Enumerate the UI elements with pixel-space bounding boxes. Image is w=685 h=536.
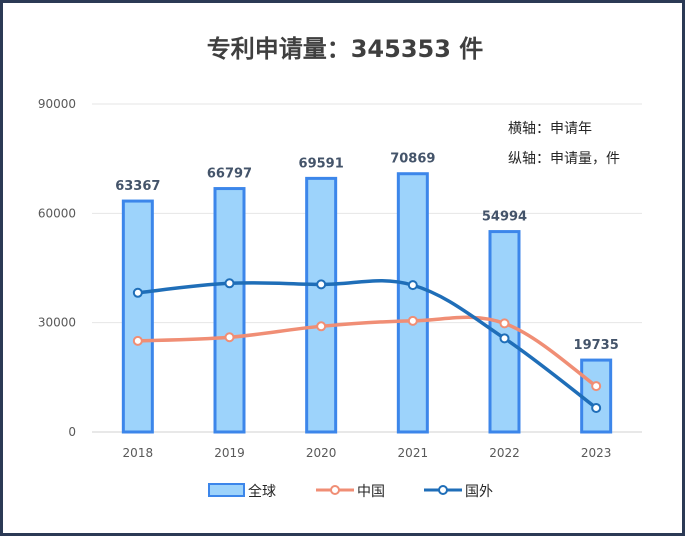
y-tick-label: 90000 <box>38 97 76 111</box>
bar <box>121 199 154 434</box>
foreign-point <box>591 402 602 413</box>
x-tick-label: 2023 <box>581 446 612 460</box>
legend-item-global[interactable]: 全球 <box>208 483 276 500</box>
x-tick-label: 2020 <box>306 446 337 460</box>
bar <box>213 187 246 434</box>
bar-data-label: 19735 <box>574 338 619 353</box>
bar-series-global <box>121 172 613 434</box>
legend: 全球 中国 国外 <box>208 483 493 500</box>
bar-data-labels: 63367 66797 69591 70869 54994 19735 <box>115 152 619 353</box>
foreign-point <box>407 280 418 291</box>
bar-data-label: 66797 <box>207 167 252 182</box>
legend-label-global: 全球 <box>248 483 276 500</box>
chart-title: 专利申请量：345353 件 <box>207 35 484 63</box>
bar-data-label: 69591 <box>299 156 344 171</box>
y-tick-label: 0 <box>68 425 76 439</box>
bar-data-label: 54994 <box>482 210 527 225</box>
legend-label-foreign: 国外 <box>465 484 493 500</box>
legend-bar-swatch <box>208 483 245 497</box>
legend-item-foreign[interactable]: 国外 <box>424 484 493 500</box>
foreign-point <box>499 333 510 344</box>
foreign-point <box>132 287 143 298</box>
bar <box>396 172 429 434</box>
china-point <box>591 381 602 392</box>
x-tick-label: 2021 <box>398 446 429 460</box>
china-point <box>407 315 418 326</box>
foreign-series-line <box>136 279 598 410</box>
x-tick-label: 2018 <box>123 446 154 460</box>
foreign-point <box>224 278 235 289</box>
y-tick-label: 60000 <box>38 206 76 220</box>
bar <box>580 358 613 434</box>
line-series <box>132 278 602 413</box>
y-axis-tick-labels: 0 30000 60000 90000 <box>38 97 76 439</box>
legend-item-china[interactable]: 中国 <box>316 484 385 500</box>
legend-china-marker <box>330 485 340 495</box>
y-tick-label: 30000 <box>38 316 76 330</box>
legend-label-china: 中国 <box>357 484 385 500</box>
x-axis-tick-labels: 2018 2019 2020 2021 2022 2023 <box>123 446 612 460</box>
china-point <box>499 318 510 329</box>
china-point <box>224 332 235 343</box>
axis-note-y: 纵轴：申请量，件 <box>508 151 620 167</box>
x-tick-label: 2022 <box>489 446 520 460</box>
china-point <box>316 321 327 332</box>
china-series-line <box>136 315 598 388</box>
axis-note-x: 横轴：申请年 <box>508 121 592 137</box>
foreign-point <box>316 279 327 290</box>
x-tick-label: 2019 <box>214 446 245 460</box>
china-point <box>132 335 143 346</box>
bar-data-label: 63367 <box>115 179 160 194</box>
bar-data-label: 70869 <box>390 152 435 167</box>
legend-foreign-marker <box>438 485 448 495</box>
bar <box>305 176 338 434</box>
